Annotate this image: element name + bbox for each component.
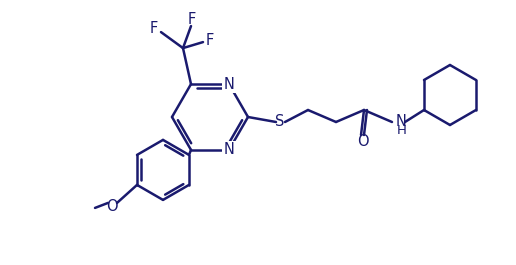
Text: F: F	[206, 33, 214, 48]
Text: N: N	[223, 77, 234, 92]
Text: O: O	[357, 135, 369, 149]
Text: H: H	[397, 123, 407, 136]
Text: O: O	[106, 199, 118, 214]
Text: F: F	[188, 12, 196, 26]
Text: S: S	[276, 114, 285, 130]
Text: F: F	[150, 21, 158, 36]
Text: N: N	[223, 142, 234, 157]
Text: N: N	[396, 114, 407, 130]
